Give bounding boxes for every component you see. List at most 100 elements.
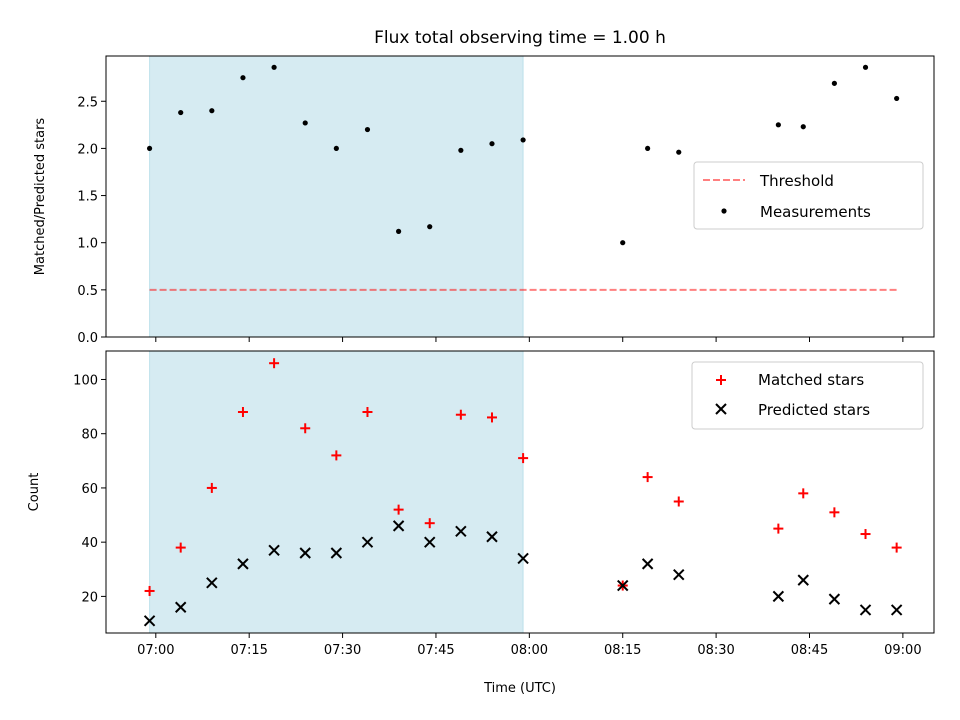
measurement-point [302, 120, 308, 126]
predicted-star-mark [268, 544, 280, 557]
predicted-star-mark [859, 604, 872, 616]
y-tick-label: 40 [81, 536, 98, 551]
predicted-star-mark [330, 547, 343, 559]
matched-star-point [829, 507, 840, 518]
measurement-point [333, 145, 339, 152]
legend-predicted-mark [715, 403, 727, 415]
axes-frame [105, 350, 935, 634]
matched-star-point [798, 488, 809, 499]
y-tick-label: 1.5 [77, 190, 98, 205]
measurement-point [645, 145, 651, 152]
x-tick-label: 07:45 [417, 643, 454, 658]
y-tick-label: 0.5 [77, 284, 98, 299]
matched-star-point [518, 453, 529, 464]
predicted-star-point [330, 547, 343, 559]
x-tick-label: 08:45 [791, 643, 828, 658]
matched-star-point [673, 496, 684, 507]
x-tick-label: 08:00 [511, 643, 548, 658]
measurement-point [676, 149, 682, 155]
y-tick-label: 0.0 [77, 331, 98, 346]
measurement-point [831, 80, 837, 86]
predicted-star-mark [890, 604, 903, 616]
matched-star-point [175, 542, 186, 553]
predicted-star-mark [772, 590, 785, 603]
measurement-point [146, 145, 153, 152]
predicted-star-point [859, 604, 872, 616]
predicted-star-mark [206, 577, 218, 589]
predicted-star-mark [455, 525, 467, 538]
predicted-star-mark [174, 601, 187, 613]
predicted-star-point [361, 536, 374, 548]
observing-window-shade [149, 55, 524, 338]
x-tick-label: 07:15 [230, 643, 267, 658]
predicted-star-point [797, 574, 809, 586]
matched-star-point [237, 407, 248, 418]
y-tick-label: 60 [81, 482, 98, 497]
matched-star-point [773, 523, 784, 534]
x-tick-label: 08:30 [697, 643, 734, 658]
matched-star-point [891, 542, 902, 553]
matched-star-point [642, 472, 653, 483]
matched-star-point [393, 504, 404, 515]
predicted-star-point [486, 531, 498, 543]
y-tick-label: 2.0 [77, 142, 98, 157]
predicted-star-point [517, 552, 529, 565]
predicted-star-mark [617, 579, 629, 592]
measurement-point [396, 228, 402, 234]
x-axis-label: Time (UTC) [483, 681, 556, 696]
x-tick-label: 09:00 [884, 643, 921, 658]
predicted-star-mark [641, 558, 654, 570]
matched-star-point [486, 412, 497, 423]
measurement-point [271, 64, 277, 70]
legend-box [691, 361, 924, 430]
legend-predicted-swatch [715, 403, 727, 415]
y-tick-label: 100 [73, 373, 98, 388]
predicted-star-point [268, 544, 280, 557]
matched-star-point [269, 358, 280, 369]
legend-threshold-label: Threshold [759, 172, 834, 190]
predicted-star-point [392, 520, 405, 532]
x-tick-label: 07:30 [324, 643, 361, 658]
measurement-point [775, 122, 781, 128]
matched-star-point [424, 518, 435, 529]
predicted-star-point [455, 525, 467, 538]
predicted-star-mark [673, 568, 685, 581]
y-axis-label: Count [27, 473, 42, 512]
measurement-point [620, 240, 626, 246]
y-tick-label: 20 [81, 590, 98, 605]
measurement-point [894, 95, 900, 102]
measurement-point [520, 137, 526, 143]
x-tick-label: 07:00 [137, 643, 174, 658]
matched-star-point [860, 529, 871, 540]
matched-star-point [331, 450, 342, 461]
predicted-star-point [237, 558, 249, 570]
legend: Matched stars Predicted stars [691, 361, 924, 430]
predicted-star-mark [237, 558, 249, 570]
y-tick-label: 1.0 [77, 237, 98, 252]
measurement-point [862, 64, 869, 70]
matched-star-point [206, 482, 217, 493]
predicted-star-mark [486, 531, 498, 543]
axes-frame [105, 55, 935, 338]
legend-box [693, 161, 924, 230]
x-tick-label: 08:15 [604, 643, 641, 658]
legend-measurements-label: Measurements [760, 203, 871, 221]
predicted-star-point [299, 547, 311, 559]
legend: Threshold Measurements [693, 161, 924, 230]
y-tick-label: 80 [81, 428, 98, 443]
measurement-point [364, 126, 371, 133]
predicted-star-point [424, 536, 436, 548]
measurement-point [800, 124, 806, 130]
predicted-star-point [617, 579, 629, 592]
legend-measurements-swatch [721, 208, 727, 214]
predicted-star-point [143, 615, 156, 627]
legend-matched-swatch [716, 375, 726, 385]
predicted-star-point [890, 604, 903, 616]
predicted-star-mark [392, 520, 405, 532]
predicted-star-point [206, 577, 218, 589]
predicted-star-point [641, 558, 654, 570]
measurement-point [240, 75, 246, 81]
measurement-point [489, 141, 495, 147]
predicted-star-point [772, 590, 785, 603]
legend-matched-label: Matched stars [758, 371, 864, 389]
